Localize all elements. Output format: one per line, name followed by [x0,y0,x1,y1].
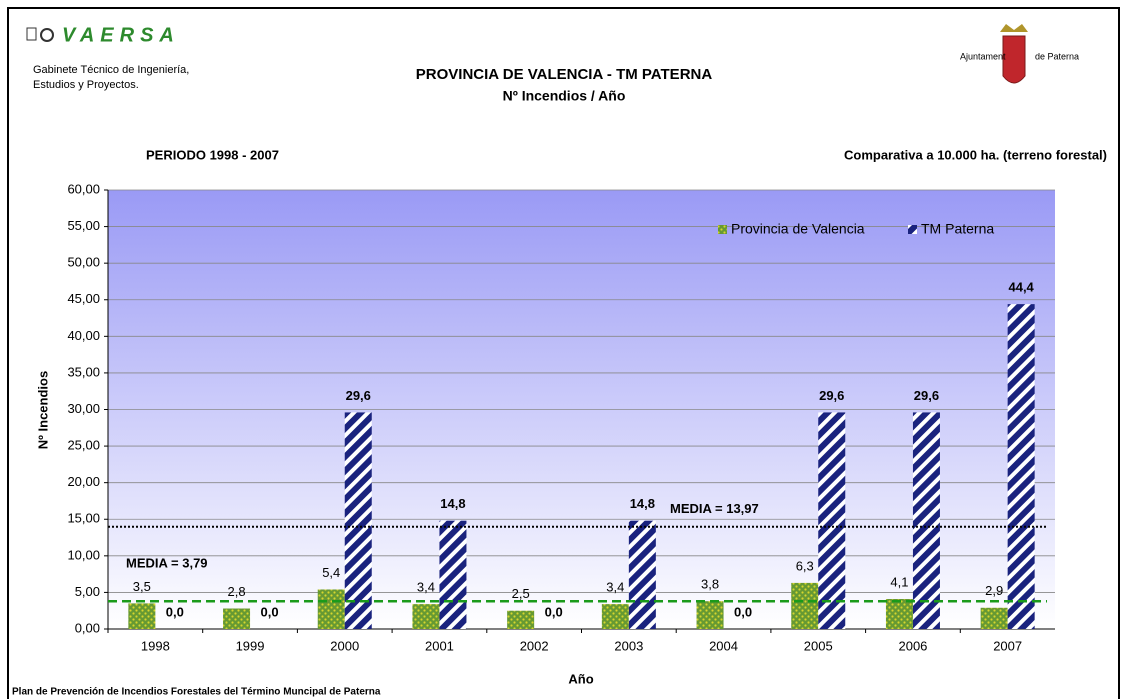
data-label: 0,0 [261,604,279,619]
y-tick-label: 60,00 [67,181,100,196]
bar [223,608,251,629]
period: PERIODO 1998 - 2007 [146,147,279,162]
bar [128,603,156,629]
bar [601,604,629,629]
bar [791,582,819,629]
bar [980,607,1008,629]
reference-label: MEDIA = 3,79 [126,556,208,571]
legend-label: Provincia de Valencia [731,221,865,237]
legend-swatch [908,225,917,234]
x-tick-label: 1998 [141,638,170,653]
chart-title: PROVINCIA DE VALENCIA - TM PATERNA [416,66,713,83]
note: Comparativa a 10.000 ha. (terreno forest… [844,147,1107,162]
data-label: 0,0 [166,604,184,619]
y-axis-label: Nº Incendios [35,371,50,449]
data-label: 2,8 [228,584,246,599]
data-label: 0,0 [734,604,752,619]
y-tick-label: 10,00 [67,547,100,562]
x-tick-label: 2000 [330,638,359,653]
y-tick-label: 50,00 [67,255,100,270]
data-label: 29,6 [914,388,939,403]
logo-icon [26,27,37,41]
bar [317,589,345,629]
data-label: 3,5 [133,579,151,594]
x-tick-label: 1999 [236,638,265,653]
data-label: 29,6 [819,388,844,403]
data-label: 5,4 [322,565,340,580]
bar [507,610,535,629]
bar [818,412,846,629]
data-label: 6,3 [796,558,814,573]
data-label: 14,8 [440,496,465,511]
data-label: 29,6 [346,388,371,403]
crown [1000,24,1028,32]
logo-icon [40,28,54,42]
y-tick-label: 15,00 [67,511,100,526]
bar [885,599,913,629]
data-label: 2,9 [985,583,1003,598]
y-tick-label: 25,00 [67,438,100,453]
legend-label: TM Paterna [921,221,994,237]
data-label: 14,8 [630,496,655,511]
bar [439,520,467,629]
bar [696,601,724,629]
y-tick-label: 35,00 [67,364,100,379]
legend-swatch [718,225,727,234]
logo-text: de Paterna [1035,51,1079,61]
logo-text: Ajuntament [960,51,1006,61]
chart-subtitle: Nº Incendios / Año [503,88,626,104]
reference-label: MEDIA = 13,97 [670,501,759,516]
brand: VAERSA [62,24,180,46]
bar [628,520,656,629]
y-tick-label: 55,00 [67,218,100,233]
y-tick-label: 45,00 [67,291,100,306]
x-axis-label: Año [568,671,593,686]
data-label: 3,8 [701,577,719,592]
x-tick-label: 2005 [804,638,833,653]
data-label: 0,0 [545,604,563,619]
data-label: 4,1 [890,574,908,589]
x-tick-label: 2006 [898,638,927,653]
y-tick-label: 5,00 [75,584,100,599]
bar [344,412,372,629]
data-label: 3,4 [417,580,435,595]
bar [912,412,940,629]
x-tick-label: 2003 [614,638,643,653]
x-tick-label: 2001 [425,638,454,653]
y-tick-label: 20,00 [67,474,100,489]
x-tick-label: 2007 [993,638,1022,653]
shield [1002,35,1026,84]
y-tick-label: 30,00 [67,401,100,416]
data-label: 44,4 [1008,280,1034,295]
x-tick-label: 2002 [520,638,549,653]
data-label: 3,4 [606,580,624,595]
bar [412,604,440,629]
footer: Plan de Prevención de Incendios Forestal… [12,687,381,698]
company: Estudios y Proyectos. [33,79,139,91]
x-tick-label: 2004 [709,638,738,653]
y-tick-label: 0,00 [75,620,100,635]
bar [1007,304,1035,629]
company: Gabinete Técnico de Ingeniería, [33,64,189,76]
y-tick-label: 40,00 [67,328,100,343]
data-label: 2,5 [512,586,530,601]
frame [7,7,1120,699]
